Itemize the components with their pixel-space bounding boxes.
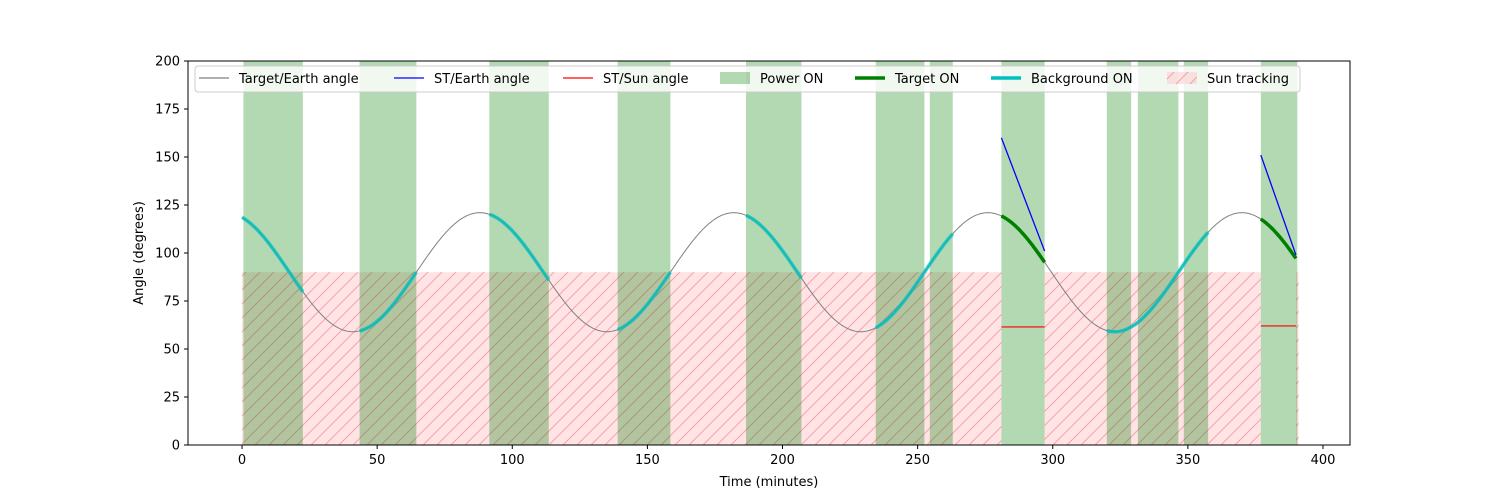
x-tick-label: 400: [1311, 453, 1336, 468]
legend-label-5: Background ON: [1031, 72, 1133, 87]
x-tick-label: 100: [500, 453, 525, 468]
y-tick-label: 25: [163, 391, 180, 406]
series-layer: [241, 137, 1298, 334]
background-on-segment-6: [1106, 231, 1210, 334]
target-on-segment-1: [1259, 217, 1298, 260]
legend-swatch-3: [720, 72, 750, 84]
x-tick-label: 50: [369, 453, 386, 468]
legend-swatch-hatch-6: [1167, 72, 1197, 84]
axes-layer: 0 50 100 150 200 250 300 350 400 0 25 50 75 100 125 150…: [155, 55, 1351, 468]
sun-tracking-hatch-0: [242, 272, 1002, 445]
sun-tracking-hatch-2: [1295, 272, 1299, 445]
y-tick-label: 100: [155, 247, 180, 262]
background-on-segment-2: [488, 212, 551, 282]
target-on-segment-0: [1000, 214, 1047, 264]
x-tick-label: 300: [1040, 453, 1065, 468]
background-on-segment-4: [745, 213, 803, 280]
x-tick-label: 350: [1175, 453, 1200, 468]
background-on-segment-3: [616, 271, 672, 332]
legend-label-6: Sun tracking: [1207, 72, 1289, 87]
background-on-segment-5: [874, 232, 955, 330]
power-on-layer: [243, 61, 1298, 445]
legend-label-2: ST/Sun angle: [603, 72, 689, 87]
power-on-band-10: [1183, 61, 1209, 445]
legend-frame: [194, 65, 1301, 93]
power-on-band-9: [1137, 61, 1179, 445]
x-axis-label: Time (minutes): [719, 475, 819, 490]
power-on-band-6: [929, 61, 953, 445]
legend: Target/Earth angle ST/Earth angle ST/Sun a…: [194, 65, 1301, 93]
power-on-band-1: [359, 61, 417, 445]
legend-label-4: Target ON: [894, 72, 959, 87]
power-on-band-5: [875, 61, 925, 445]
x-tick-label: 200: [770, 453, 795, 468]
sun-tracking-hatch-1: [1044, 272, 1261, 445]
power-on-band-2: [489, 61, 549, 445]
x-tick-label: 0: [238, 453, 246, 468]
y-tick-label: 175: [155, 103, 180, 118]
x-tick-label: 150: [635, 453, 660, 468]
y-tick-label: 200: [155, 55, 180, 70]
power-on-band-0: [243, 61, 303, 445]
power-on-band-8: [1106, 61, 1132, 445]
sun-tracking-layer: [242, 272, 1299, 445]
y-tick-label: 0: [172, 439, 180, 454]
y-tick-label: 125: [155, 199, 180, 214]
y-axis-label: Angle (degrees): [132, 201, 147, 305]
power-on-band-4: [746, 61, 802, 445]
y-tick-label: 75: [163, 295, 180, 310]
st-earth-angle-segment-1: [1260, 154, 1297, 256]
st-earth-angle-segment-0: [1000, 137, 1046, 252]
legend-label-1: ST/Earth angle: [434, 72, 530, 87]
y-tick-label: 50: [163, 343, 180, 358]
legend-label-0: Target/Earth angle: [238, 72, 359, 87]
x-tick-label: 250: [905, 453, 930, 468]
background-on-segment-0: [241, 215, 305, 293]
legend-label-3: Power ON: [760, 72, 823, 87]
power-on-band-3: [617, 61, 671, 445]
background-on-segment-1: [359, 271, 418, 333]
y-tick-label: 150: [155, 151, 180, 166]
